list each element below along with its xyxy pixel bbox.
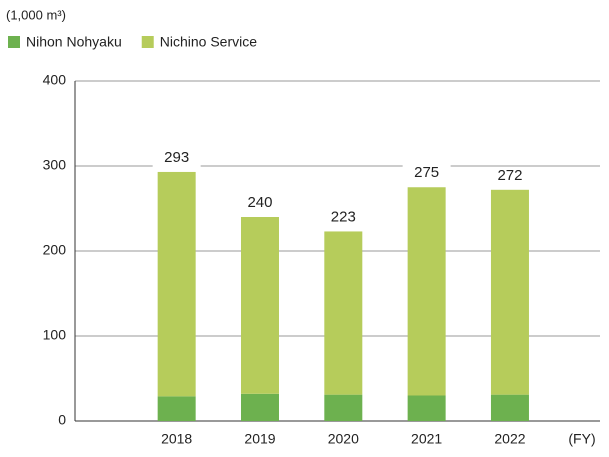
label-background — [319, 208, 368, 227]
legend-label: Nihon Nohyaku — [26, 34, 122, 50]
x-tick-label: 2018 — [161, 431, 192, 447]
label-background — [485, 166, 534, 185]
bar-segment — [490, 189, 529, 395]
total-label: 293 — [164, 149, 189, 166]
bar-segment — [407, 187, 446, 396]
y-tick-label: 200 — [43, 242, 67, 258]
total-label: 275 — [414, 164, 439, 181]
y-tick-label: 300 — [43, 157, 67, 173]
x-tick-label: 2019 — [244, 431, 275, 447]
bar-segment — [324, 231, 363, 395]
x-unit-label: (FY) — [568, 431, 595, 447]
unit-label: (1,000 m³) — [6, 7, 66, 22]
total-label: 223 — [331, 208, 356, 225]
label-background — [402, 164, 451, 183]
bar-segment — [407, 395, 446, 421]
total-label: 272 — [497, 167, 522, 184]
y-tick-label: 0 — [58, 412, 66, 428]
bar-segment — [240, 393, 279, 421]
bar-segment — [490, 394, 529, 421]
bar-segment — [240, 217, 279, 394]
x-tick-label: 2020 — [328, 431, 359, 447]
x-tick-label: 2021 — [411, 431, 442, 447]
legend-swatch — [141, 36, 154, 48]
legend-swatch — [8, 36, 20, 48]
y-tick-label: 400 — [43, 72, 67, 88]
x-tick-label: 2022 — [494, 431, 525, 447]
legend-label: Nichino Service — [160, 34, 257, 50]
bar-segment — [157, 396, 196, 421]
y-tick-label: 100 — [43, 327, 67, 343]
bar-segment — [157, 171, 196, 397]
bar-segment — [324, 394, 363, 421]
label-background — [235, 194, 284, 212]
label-background — [152, 148, 201, 167]
total-label: 240 — [247, 194, 272, 211]
